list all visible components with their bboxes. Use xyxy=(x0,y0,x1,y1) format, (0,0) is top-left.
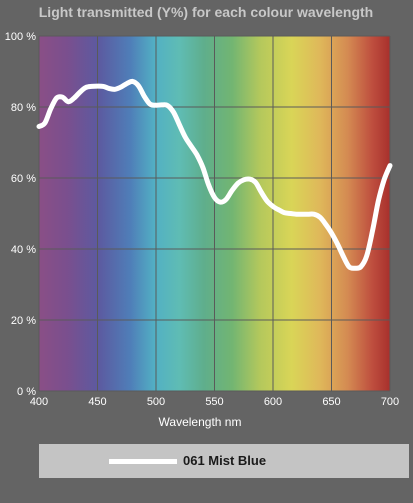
y-tick-label: 20 % xyxy=(11,315,36,327)
legend-label: 061 Mist Blue xyxy=(183,453,267,468)
x-axis-label: Wavelength nm xyxy=(159,415,242,429)
x-tick-label: 650 xyxy=(322,396,340,408)
y-tick-label: 0 % xyxy=(17,386,36,398)
x-tick-label: 700 xyxy=(381,396,399,408)
y-axis-ticks: 0 % 20 % 40 % 60 % 80 % 100 % xyxy=(5,31,36,398)
y-tick-label: 40 % xyxy=(11,244,36,256)
x-tick-label: 400 xyxy=(30,396,48,408)
y-tick-label: 80 % xyxy=(11,102,36,114)
legend: 061 Mist Blue xyxy=(39,444,409,478)
x-tick-label: 450 xyxy=(88,396,106,408)
series-line-mist-blue xyxy=(36,78,393,271)
y-tick-label: 60 % xyxy=(11,173,36,185)
y-tick-label: 100 % xyxy=(5,31,36,43)
x-tick-label: 500 xyxy=(147,396,165,408)
x-tick-label: 600 xyxy=(264,396,282,408)
x-axis-ticks: 400 450 500 550 600 650 700 xyxy=(30,396,399,408)
grid-lines xyxy=(38,35,391,392)
legend-swatch xyxy=(109,459,177,464)
chart-title: Light transmitted (Y%) for each colour w… xyxy=(39,4,373,20)
x-tick-label: 550 xyxy=(205,396,223,408)
